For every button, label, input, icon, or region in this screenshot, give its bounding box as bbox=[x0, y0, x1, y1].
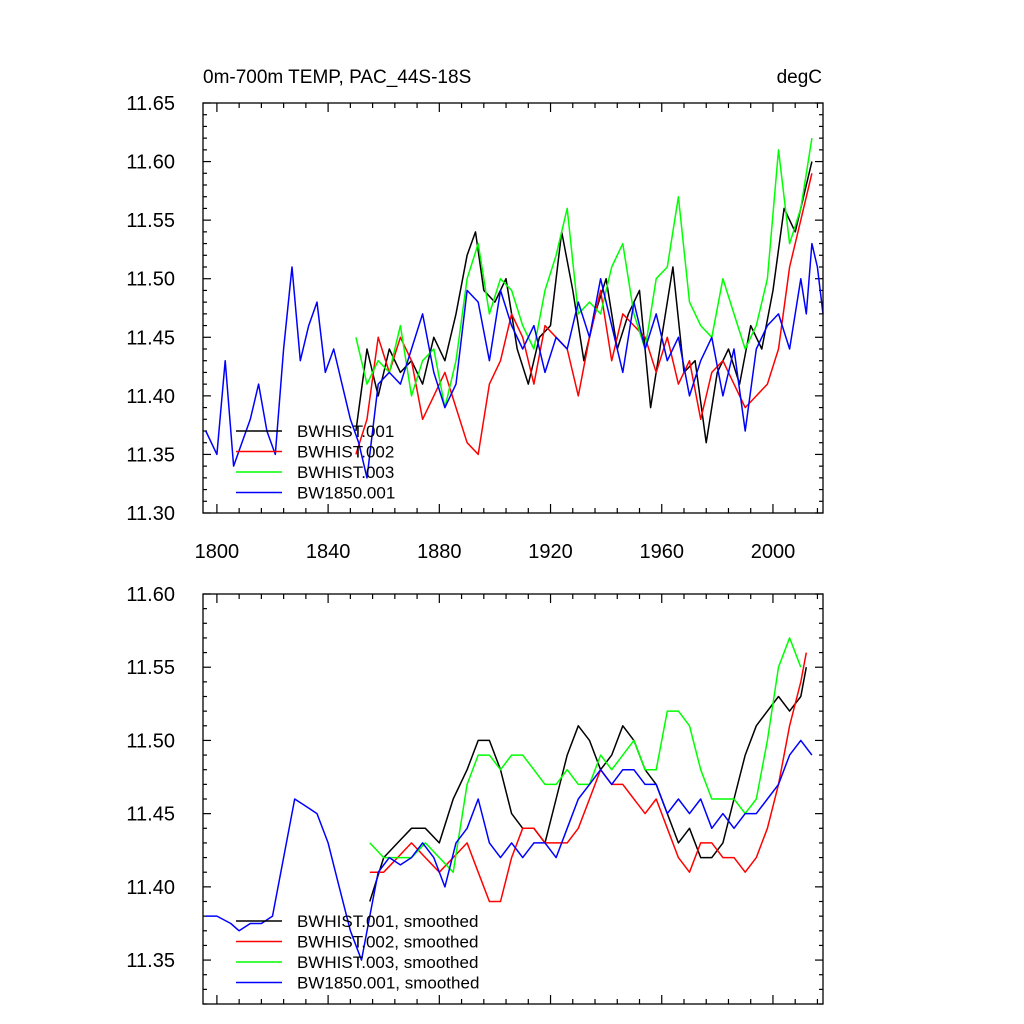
top-legend-label: BWHIST.001 bbox=[297, 422, 394, 441]
bottom-ytick-label: 11.50 bbox=[126, 730, 175, 752]
top-title: 0m-700m TEMP, PAC_44S-18S bbox=[203, 67, 471, 88]
top-ytick-label: 11.35 bbox=[126, 444, 175, 466]
top-xtick-label: 1880 bbox=[417, 541, 462, 563]
bottom-ytick-label: 11.45 bbox=[126, 804, 175, 826]
top-ytick-label: 11.50 bbox=[126, 269, 175, 291]
top-series-group bbox=[205, 137, 824, 479]
top-ytick-label: 11.40 bbox=[126, 386, 175, 408]
top-unit-label: degC bbox=[777, 67, 822, 88]
top-ytick-label: 11.30 bbox=[126, 503, 175, 525]
bottom-panel: 11.35 11.40 11.45 11.50 11.55 11.60 BWHIST.00… bbox=[126, 584, 824, 1005]
top-plot-frame bbox=[202, 102, 824, 514]
top-series-line-4 bbox=[205, 242, 824, 479]
top-xtick-label: 2000 bbox=[751, 541, 796, 563]
bottom-ytick-label: 11.60 bbox=[126, 584, 175, 606]
bottom-legend: BWHIST.001, smoothed BWHIST.002, smoothed… bbox=[236, 912, 479, 993]
bottom-legend-label: BWHIST.003, smoothed bbox=[297, 953, 478, 972]
bottom-ytick-label: 11.35 bbox=[126, 950, 175, 972]
top-series-line-3 bbox=[355, 137, 813, 409]
top-xtick-label: 1840 bbox=[306, 541, 351, 563]
top-legend-label: BWHIST.002 bbox=[297, 443, 394, 462]
top-panel: 0m-700m TEMP, PAC_44S-18S degC 11.3011.3… bbox=[126, 67, 824, 563]
bottom-series-line-2 bbox=[369, 652, 808, 903]
top-legend-label: BW1850.001 bbox=[297, 484, 395, 503]
bottom-ytick-label: 11.40 bbox=[126, 877, 175, 899]
top-ytick-label: 11.45 bbox=[126, 327, 175, 349]
bottom-series-line-4 bbox=[205, 739, 813, 961]
bottom-legend-label: BWHIST.001, smoothed bbox=[297, 912, 478, 931]
bottom-ytick-label: 11.55 bbox=[126, 657, 175, 679]
top-series-line-2 bbox=[355, 173, 813, 456]
bottom-axis-ticks: 11.35 11.40 11.45 11.50 11.55 11.60 bbox=[126, 584, 823, 1005]
top-legend-label: BWHIST.003 bbox=[297, 463, 394, 482]
bottom-legend-label: BWHIST.002, smoothed bbox=[297, 933, 478, 952]
top-ytick-label: 11.55 bbox=[126, 210, 175, 232]
top-axis-ticks: 11.30 11.35 11.40 11.45 11.50 11.55 11.60 11.65… bbox=[126, 93, 823, 563]
bottom-series-group bbox=[205, 637, 813, 961]
top-xtick-label: 1920 bbox=[528, 541, 573, 563]
top-xtick-label: 1960 bbox=[639, 541, 684, 563]
top-ytick-label: 11.65 bbox=[126, 93, 175, 115]
bottom-legend-label: BW1850.001, smoothed bbox=[297, 974, 479, 993]
top-xtick-label: 1800 bbox=[195, 541, 240, 563]
top-series-line-1 bbox=[355, 161, 813, 444]
bottom-plot-frame bbox=[202, 593, 824, 1005]
top-ytick-label: 11.60 bbox=[126, 152, 175, 174]
bottom-series-line-3 bbox=[369, 637, 802, 873]
